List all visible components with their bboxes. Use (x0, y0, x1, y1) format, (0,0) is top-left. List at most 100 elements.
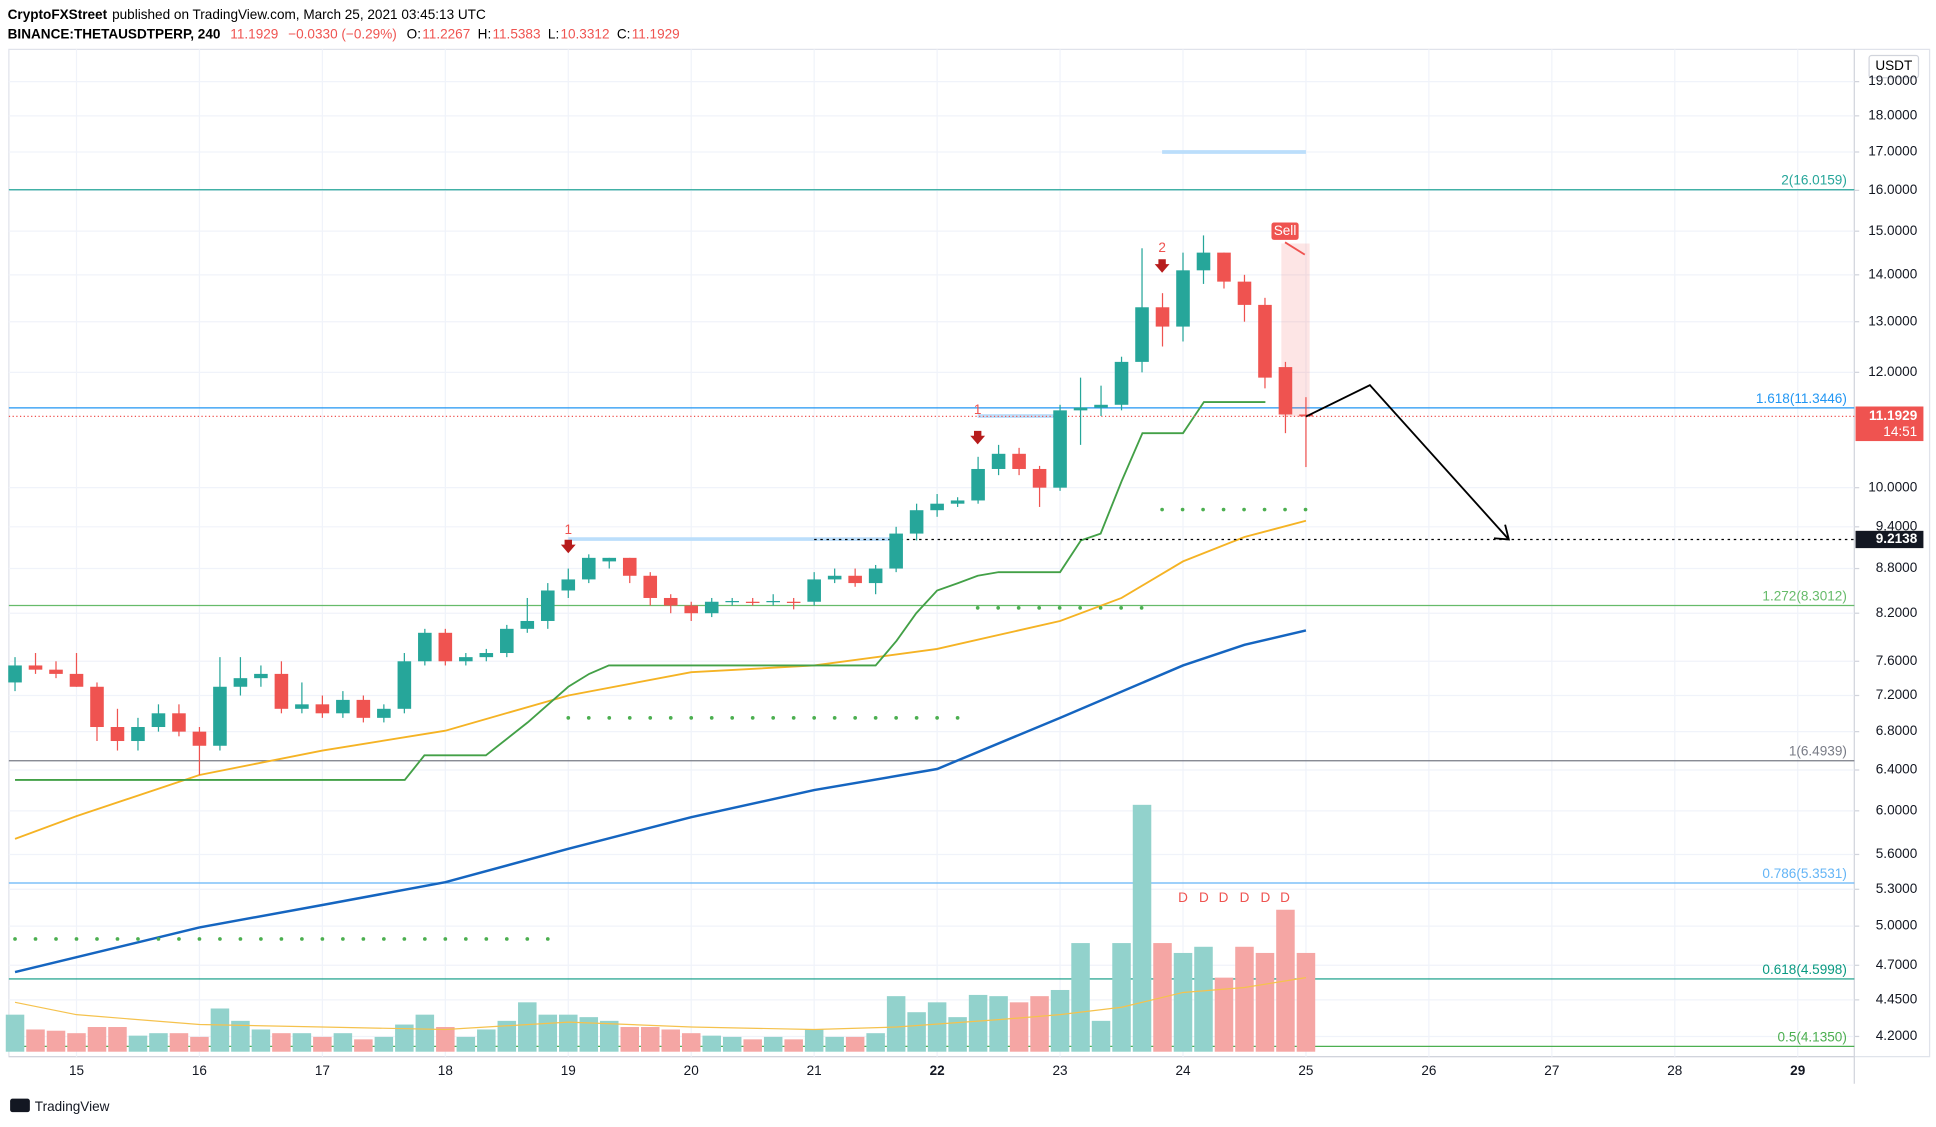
volume-bar (497, 1020, 517, 1052)
candle-body (397, 661, 412, 709)
volume-bar (579, 1017, 599, 1052)
logo-mark (10, 1098, 30, 1113)
candle-body (315, 704, 330, 714)
volume-bar (640, 1027, 660, 1052)
x-tick-label: 16 (192, 1063, 207, 1078)
candle-body (1032, 468, 1047, 488)
x-tick-label: 20 (684, 1063, 700, 1078)
candle-body (766, 600, 780, 603)
candle-body (49, 669, 63, 674)
y-tick-label: 8.2000 (1876, 605, 1918, 620)
candle-body (356, 699, 371, 718)
currency-box (1868, 54, 1920, 79)
last-price-box (1855, 406, 1924, 442)
ohlc-value: 11.5383 (492, 26, 540, 41)
sell-label: Sell (1274, 223, 1297, 238)
candle-body (418, 632, 432, 662)
volume-bar (784, 1039, 803, 1052)
divergence-label: D (1199, 890, 1209, 905)
y-tick-label: 8.8000 (1876, 560, 1918, 575)
volume-bar (989, 996, 1008, 1052)
volume-bar (46, 1030, 66, 1052)
candle-body (459, 657, 473, 662)
candle-body (1012, 453, 1026, 469)
volume-bar (661, 1029, 680, 1052)
candle-body (233, 678, 248, 687)
change: −0.0330 (−0.29%) (288, 26, 397, 41)
currency: USDT (1875, 58, 1912, 73)
ma-50 (14, 519, 1307, 840)
signal-arrow (560, 539, 576, 554)
volume-bar (538, 1014, 558, 1052)
volume-bar (907, 1012, 926, 1052)
x-tick-label: 26 (1421, 1063, 1436, 1078)
candle-body (479, 653, 494, 658)
symbol: BINANCE:THETAUSDTPERP, 240 (8, 26, 221, 41)
x-tick-label: 22 (930, 1063, 945, 1078)
candle-body (438, 632, 453, 662)
ohlc-key: L: (548, 26, 559, 41)
volume-bar (436, 1027, 455, 1052)
volume-bar (395, 1024, 414, 1052)
candle-body (151, 713, 166, 728)
volume-bar (1091, 1020, 1111, 1052)
y-tick-label: 4.4500 (1876, 991, 1918, 1006)
ma-200 (14, 629, 1307, 974)
volume-bar (1296, 952, 1316, 1052)
y-tick-label: 10.0000 (1868, 479, 1917, 494)
y-tick-label: 18.0000 (1868, 107, 1917, 122)
y-tick-label: 12.0000 (1868, 364, 1917, 379)
supertrend (15, 401, 1266, 781)
y-tick-label: 4.7000 (1876, 957, 1918, 972)
volume-bar (518, 1002, 537, 1052)
volume-bar (1255, 952, 1275, 1052)
x-tick-label: 17 (315, 1063, 330, 1078)
last: 11.1929 (230, 26, 278, 41)
candle-body (684, 605, 699, 614)
x-tick-label: 24 (1175, 1063, 1191, 1078)
volume-bar (722, 1036, 742, 1052)
ohlc-value: 11.1929 (632, 26, 680, 41)
published: published on TradingView.com, March 25, … (112, 6, 486, 21)
fib-label: 1(6.4939) (1789, 744, 1847, 759)
volume-bar (1112, 943, 1131, 1052)
volume-bar (1214, 977, 1234, 1052)
fib-label: 0.786(5.3531) (1762, 866, 1846, 881)
volume-bar (1050, 989, 1070, 1052)
volume-bar (67, 1033, 86, 1052)
divergence-label: D (1240, 890, 1250, 905)
candle-body (991, 453, 1006, 469)
candle-body (192, 731, 207, 746)
volume-bar (1009, 1002, 1029, 1052)
candle-body (745, 601, 760, 603)
x-tick-label: 25 (1298, 1063, 1313, 1078)
ohlc-value: 10.3312 (560, 26, 609, 41)
sell-box (1271, 222, 1299, 240)
volume-bar (292, 1033, 312, 1052)
volume-bar (1132, 804, 1152, 1052)
x-tick-label: 29 (1790, 1063, 1806, 1078)
y-tick-label: 5.3000 (1876, 881, 1918, 896)
candle-body (786, 601, 801, 603)
volume-bar (927, 1002, 947, 1052)
volume-bar (845, 1036, 865, 1052)
volume-bar (190, 1036, 209, 1052)
volume-ma (14, 977, 1307, 1031)
y-tick-label: 4.2000 (1876, 1028, 1918, 1043)
divergence-label: D (1280, 890, 1290, 905)
volume-bar (1071, 943, 1090, 1052)
x-tick-label: 18 (438, 1063, 453, 1078)
volume-bar (354, 1039, 373, 1052)
candle-body (1196, 252, 1211, 271)
candle-body (1135, 307, 1149, 362)
candle-body (1176, 270, 1190, 327)
volume-bar (702, 1035, 721, 1052)
ohlc-key: C: (617, 26, 631, 41)
candle-body (90, 686, 104, 728)
volume-bar (1173, 952, 1193, 1052)
candle-body (909, 510, 924, 534)
ohlc-value: 11.2267 (422, 26, 470, 41)
candle-body (1053, 410, 1067, 488)
target-label: 9.2138 (1876, 531, 1918, 546)
